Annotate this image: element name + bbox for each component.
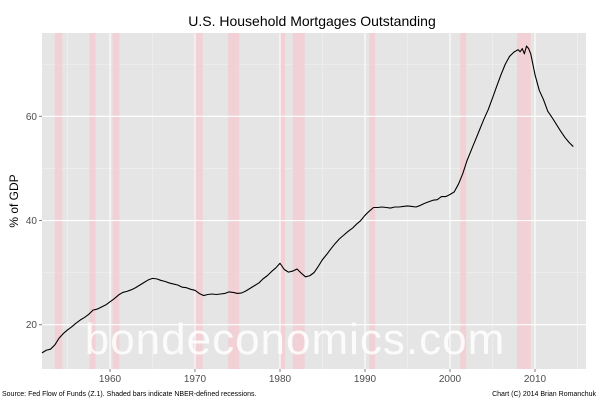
x-tick-label: 1980 bbox=[269, 374, 292, 385]
x-axis: 1960 1970 1980 1990 2000 2010 bbox=[99, 369, 547, 385]
y-axis-label: % of GDP bbox=[7, 174, 21, 227]
recession-bar bbox=[89, 33, 96, 369]
y-tick-label: 40 bbox=[26, 216, 38, 227]
source-note: Source: Fed Flow of Funds (Z.1). Shaded … bbox=[2, 391, 257, 398]
y-axis: 20 40 60 bbox=[26, 112, 42, 331]
recession-bar bbox=[54, 33, 63, 369]
chart-title: U.S. Household Mortgages Outstanding bbox=[188, 13, 435, 29]
series-line-mortgages bbox=[41, 45, 574, 354]
y-tick-label: 60 bbox=[26, 112, 38, 123]
y-tick-label: 20 bbox=[26, 320, 38, 331]
x-tick-label: 2000 bbox=[439, 374, 462, 385]
recession-bar bbox=[369, 33, 376, 369]
x-tick-label: 2010 bbox=[524, 374, 547, 385]
x-tick-label: 1970 bbox=[184, 374, 207, 385]
recession-bar bbox=[517, 33, 531, 369]
x-tick-label: 1990 bbox=[354, 374, 377, 385]
watermark: bondeconomics.com bbox=[85, 315, 506, 364]
major-gridlines bbox=[42, 33, 586, 369]
credit-note: Chart (C) 2014 Brian Romanchuk bbox=[492, 391, 596, 398]
recession-bar bbox=[194, 33, 203, 369]
recession-bar bbox=[112, 33, 120, 369]
recession-bars bbox=[54, 33, 531, 369]
recession-bar bbox=[280, 33, 286, 369]
recession-bar bbox=[460, 33, 467, 369]
x-tick-label: 1960 bbox=[99, 374, 122, 385]
recession-bar bbox=[228, 33, 240, 369]
recession-bar bbox=[292, 33, 305, 369]
